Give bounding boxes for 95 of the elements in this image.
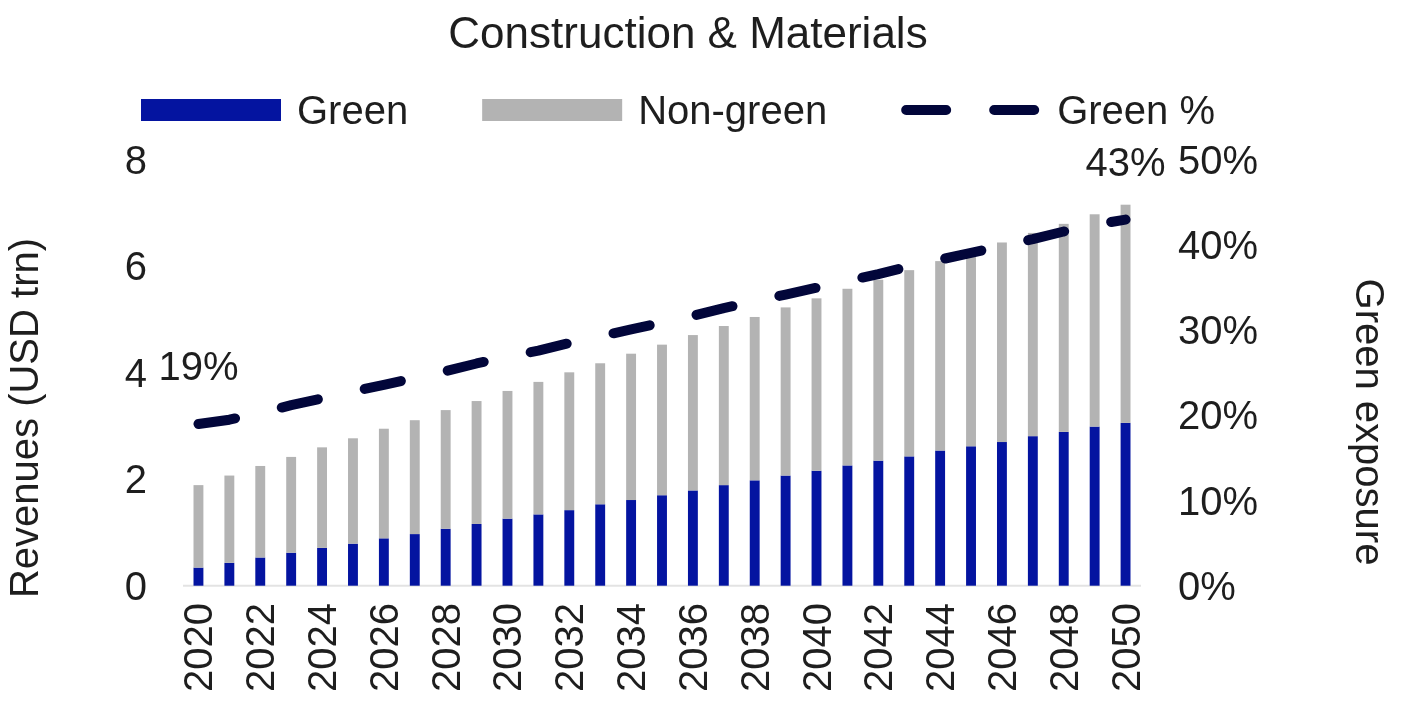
bar bbox=[1120, 422, 1131, 586]
bar bbox=[718, 326, 729, 486]
bar bbox=[718, 485, 729, 586]
x-tick-label: 2022 bbox=[238, 603, 283, 692]
y-tick-label: 0 bbox=[124, 563, 147, 608]
bar bbox=[1027, 436, 1038, 586]
bar bbox=[935, 450, 946, 586]
bar bbox=[564, 372, 575, 511]
bar bbox=[471, 523, 482, 586]
bar bbox=[904, 270, 915, 457]
x-tick-label: 2046 bbox=[979, 603, 1024, 692]
y2-tick-label: 20% bbox=[1178, 393, 1259, 438]
bar bbox=[409, 420, 420, 535]
bar bbox=[749, 316, 760, 481]
bar bbox=[533, 514, 544, 586]
y2-tick-label: 30% bbox=[1178, 308, 1259, 353]
x-tick-label: 2020 bbox=[176, 603, 221, 692]
x-tick-label: 2034 bbox=[609, 603, 654, 692]
bar bbox=[317, 447, 328, 548]
y-tick-label: 6 bbox=[124, 244, 147, 289]
bar bbox=[687, 335, 698, 491]
y-tick-label: 4 bbox=[124, 350, 147, 395]
bar bbox=[255, 557, 266, 586]
x-tick-label: 2032 bbox=[547, 603, 592, 692]
x-tick-label: 2026 bbox=[361, 603, 406, 692]
bar bbox=[842, 288, 853, 466]
legend-label: Non-green bbox=[638, 88, 828, 132]
bar bbox=[378, 428, 389, 539]
bar bbox=[626, 353, 637, 501]
data-label: 43% bbox=[1085, 139, 1166, 184]
bar bbox=[811, 470, 822, 586]
x-tick-label: 2048 bbox=[1041, 603, 1086, 692]
bar bbox=[935, 261, 946, 451]
x-tick-label: 2024 bbox=[300, 603, 345, 692]
bar bbox=[286, 552, 297, 586]
bar bbox=[348, 543, 358, 586]
bar bbox=[286, 456, 297, 553]
y2-tick-label: 40% bbox=[1178, 223, 1259, 268]
bar bbox=[966, 446, 976, 586]
bar bbox=[780, 475, 791, 586]
x-tick-label: 2042 bbox=[856, 603, 901, 692]
x-tick-label: 2038 bbox=[732, 603, 777, 692]
legend-label: Green % bbox=[1057, 88, 1216, 132]
bar bbox=[1058, 223, 1069, 432]
x-tick-label: 2050 bbox=[1103, 603, 1148, 692]
bar bbox=[657, 495, 667, 586]
bar bbox=[749, 480, 760, 586]
bar bbox=[873, 460, 884, 586]
bar bbox=[657, 344, 667, 496]
x-tick-label: 2028 bbox=[423, 603, 468, 692]
bar bbox=[409, 534, 420, 586]
bar bbox=[564, 510, 575, 586]
y2-tick-label: 50% bbox=[1178, 138, 1259, 182]
bar bbox=[595, 363, 606, 505]
x-tick-label: 2036 bbox=[670, 603, 715, 692]
bar bbox=[1089, 214, 1100, 427]
y2-axis-title: Green exposure bbox=[1348, 278, 1392, 566]
chart-title: Construction & Materials bbox=[448, 7, 928, 57]
bar bbox=[440, 410, 451, 529]
bar bbox=[595, 504, 606, 586]
bar bbox=[378, 538, 389, 586]
y2-tick-label: 0% bbox=[1178, 563, 1236, 608]
bar bbox=[1089, 426, 1100, 586]
bar bbox=[317, 547, 328, 586]
y-axis-title: Revenues (USD trn) bbox=[2, 237, 46, 599]
bar bbox=[502, 518, 513, 586]
legend-label: Green bbox=[297, 88, 409, 132]
x-tick-label: 2044 bbox=[918, 603, 963, 692]
y-tick-label: 8 bbox=[124, 138, 147, 182]
bar bbox=[1058, 431, 1069, 586]
x-tick-label: 2030 bbox=[485, 603, 530, 692]
data-label: 19% bbox=[158, 343, 239, 388]
bar bbox=[471, 401, 482, 524]
bar bbox=[996, 242, 1007, 443]
bar bbox=[224, 475, 235, 563]
bar bbox=[780, 307, 791, 476]
bar bbox=[626, 500, 637, 586]
y2-tick-label: 10% bbox=[1178, 478, 1259, 523]
bar bbox=[193, 485, 204, 568]
x-tick-label: 2040 bbox=[794, 603, 839, 692]
bar bbox=[1027, 232, 1038, 437]
bar bbox=[193, 567, 204, 586]
bar bbox=[842, 465, 853, 586]
bar bbox=[904, 456, 915, 586]
bar bbox=[255, 465, 266, 558]
y-tick-label: 2 bbox=[124, 457, 147, 502]
bar bbox=[996, 442, 1007, 586]
bar bbox=[224, 562, 235, 586]
bar bbox=[873, 279, 884, 461]
bar bbox=[533, 381, 544, 515]
bar bbox=[440, 528, 451, 586]
bar bbox=[348, 438, 358, 544]
bar bbox=[502, 390, 513, 519]
bar bbox=[811, 298, 822, 471]
bar bbox=[687, 490, 698, 586]
